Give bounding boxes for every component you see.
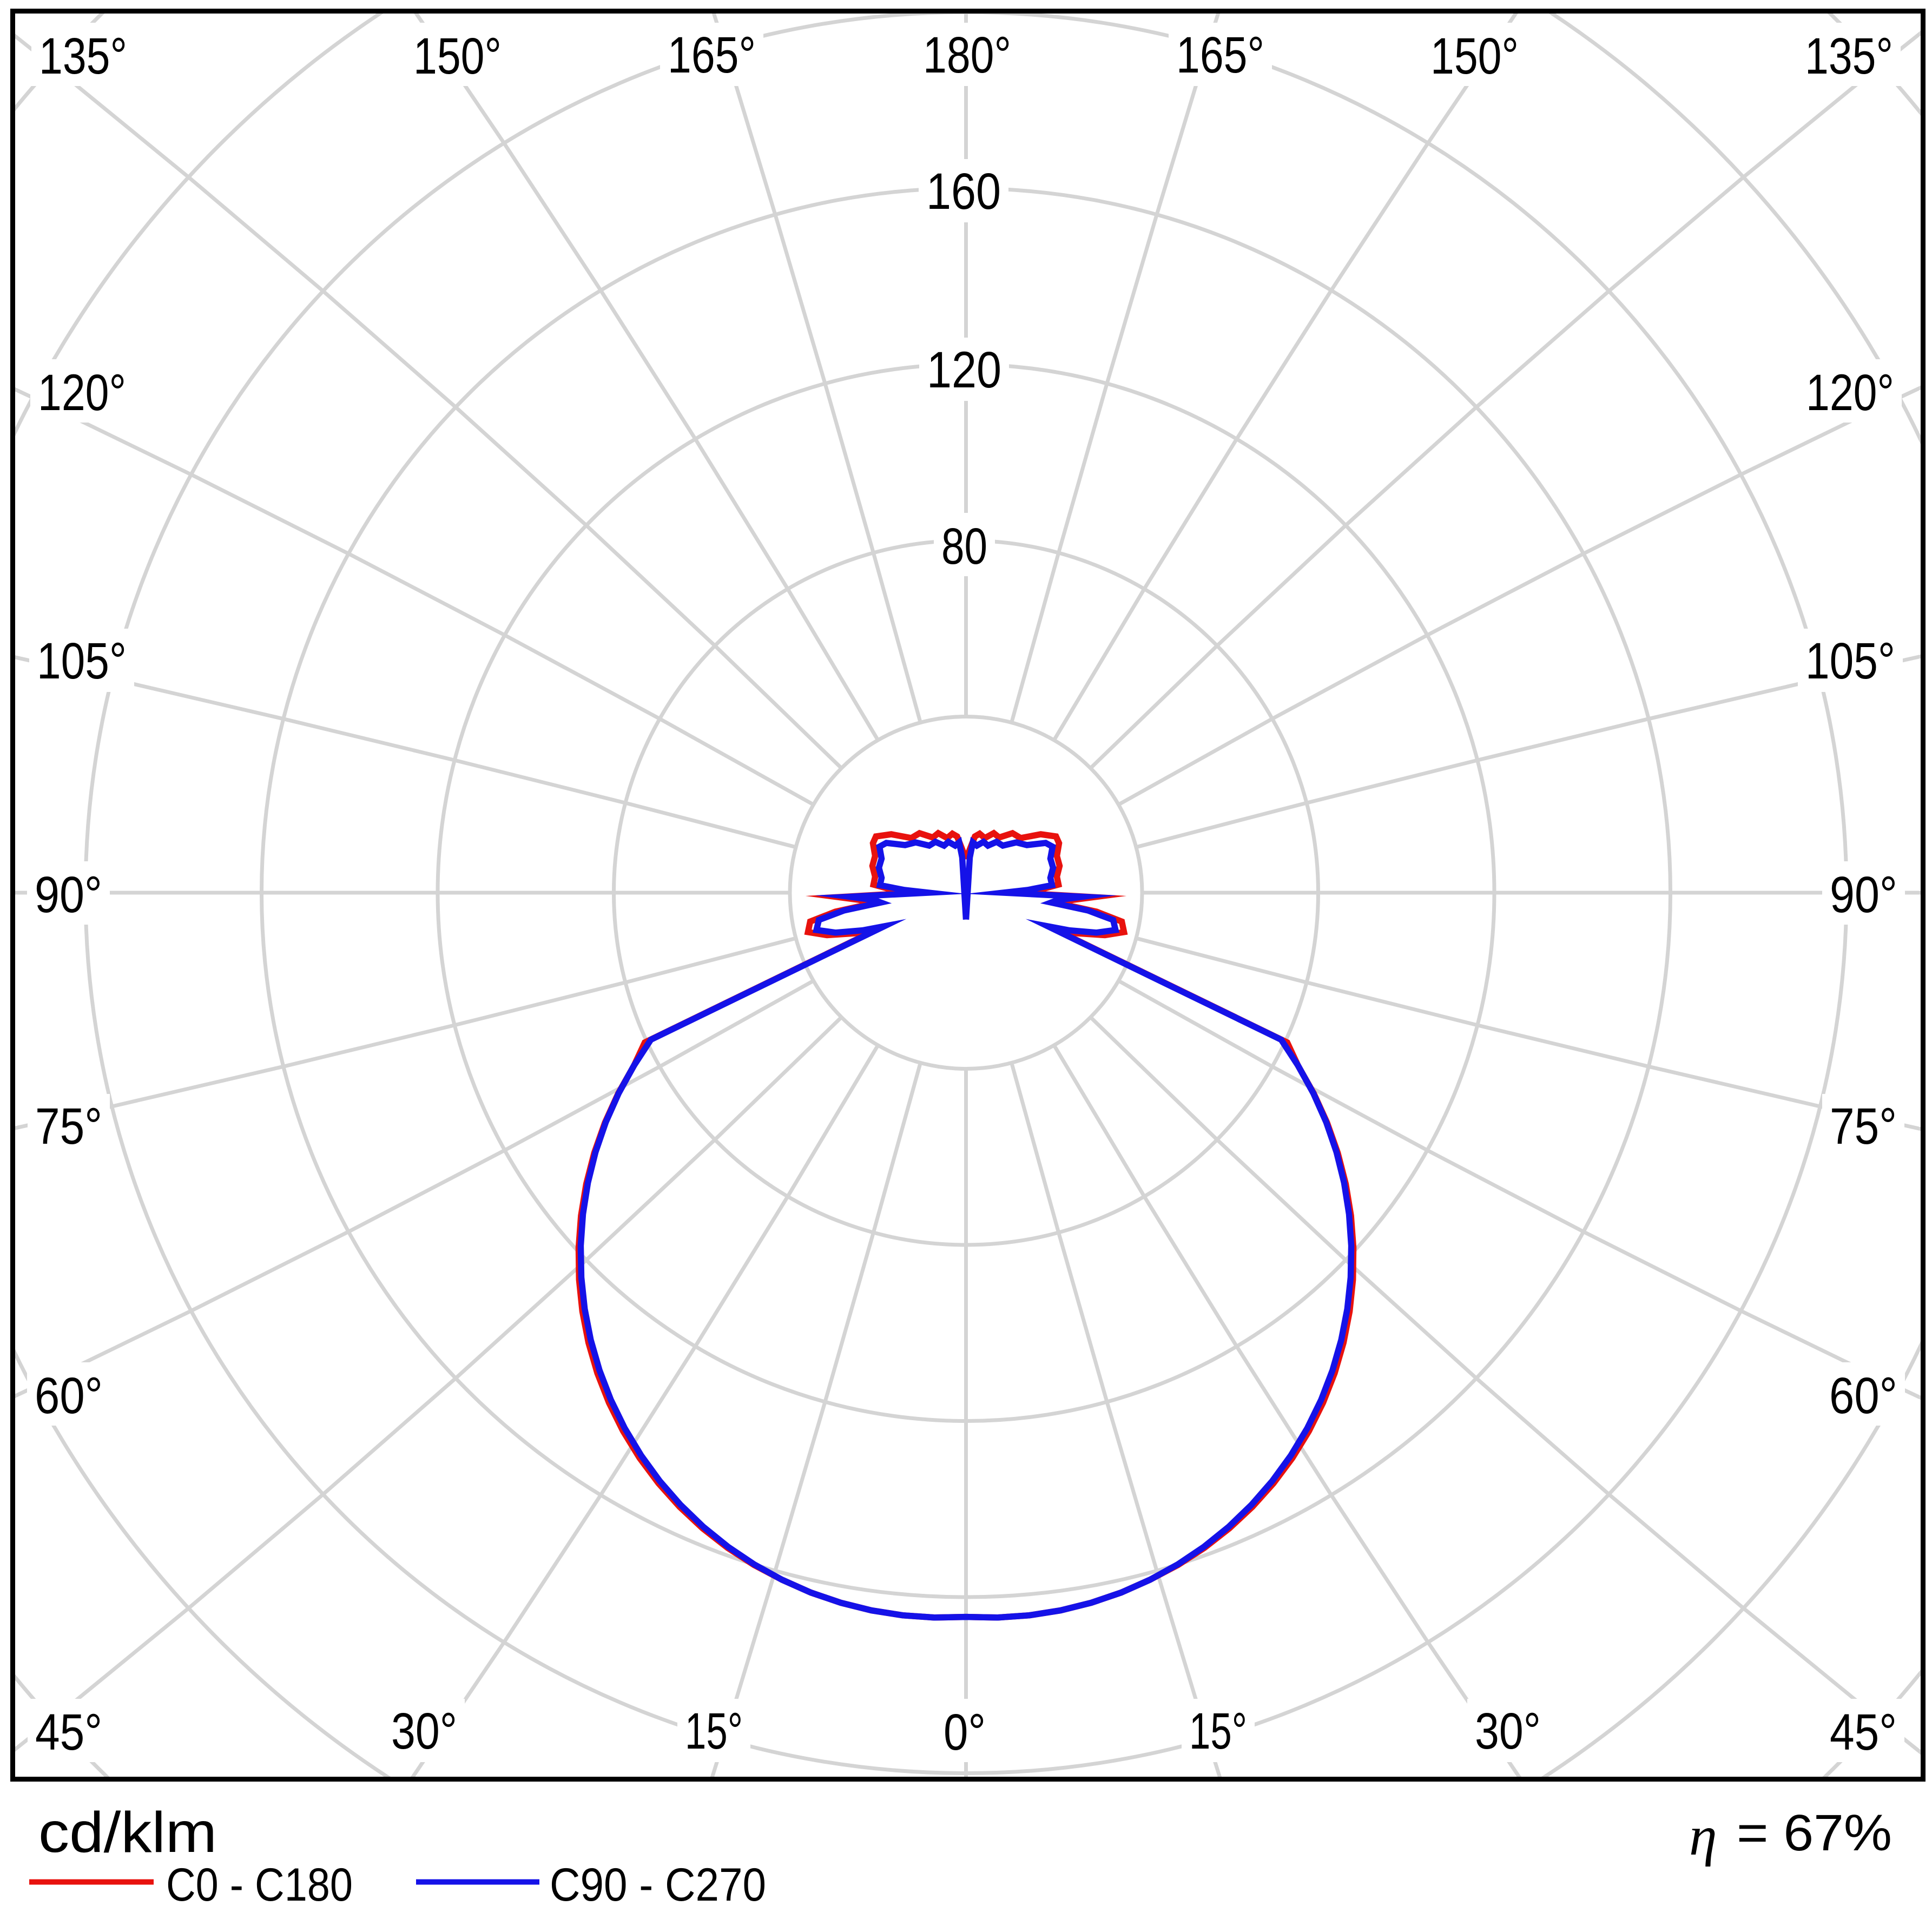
svg-text:cd/klm: cd/klm xyxy=(38,1801,217,1864)
svg-text:45°: 45° xyxy=(35,1704,102,1761)
svg-text:150°: 150° xyxy=(413,28,502,85)
svg-text:η: η xyxy=(1689,1805,1717,1867)
svg-text:105°: 105° xyxy=(1805,632,1895,690)
svg-text:C90 - C270: C90 - C270 xyxy=(550,1859,766,1911)
svg-text:75°: 75° xyxy=(35,1098,102,1155)
svg-text:45°: 45° xyxy=(1830,1704,1897,1761)
svg-text:60°: 60° xyxy=(35,1367,103,1425)
svg-text:= 67%: = 67% xyxy=(1737,1804,1892,1862)
svg-text:C0 - C180: C0 - C180 xyxy=(166,1859,353,1911)
svg-text:60°: 60° xyxy=(1829,1367,1897,1425)
svg-text:120°: 120° xyxy=(38,364,126,421)
svg-text:15°: 15° xyxy=(1189,1703,1247,1760)
svg-text:30°: 30° xyxy=(1475,1703,1541,1760)
svg-text:30°: 30° xyxy=(391,1703,457,1760)
svg-text:90°: 90° xyxy=(35,866,102,924)
svg-text:15°: 15° xyxy=(685,1703,743,1760)
svg-text:0°: 0° xyxy=(944,1704,986,1761)
svg-text:120: 120 xyxy=(927,341,1001,399)
svg-text:160: 160 xyxy=(926,163,1001,220)
svg-text:120°: 120° xyxy=(1806,364,1894,421)
svg-text:135°: 135° xyxy=(39,28,127,85)
svg-text:165°: 165° xyxy=(668,27,756,84)
svg-text:165°: 165° xyxy=(1176,27,1264,84)
svg-text:150°: 150° xyxy=(1430,28,1519,85)
svg-text:135°: 135° xyxy=(1805,28,1893,85)
svg-text:180°: 180° xyxy=(923,27,1011,84)
svg-text:80: 80 xyxy=(941,518,987,575)
svg-text:105°: 105° xyxy=(37,632,127,690)
svg-text:90°: 90° xyxy=(1830,866,1897,924)
svg-text:75°: 75° xyxy=(1830,1098,1897,1155)
